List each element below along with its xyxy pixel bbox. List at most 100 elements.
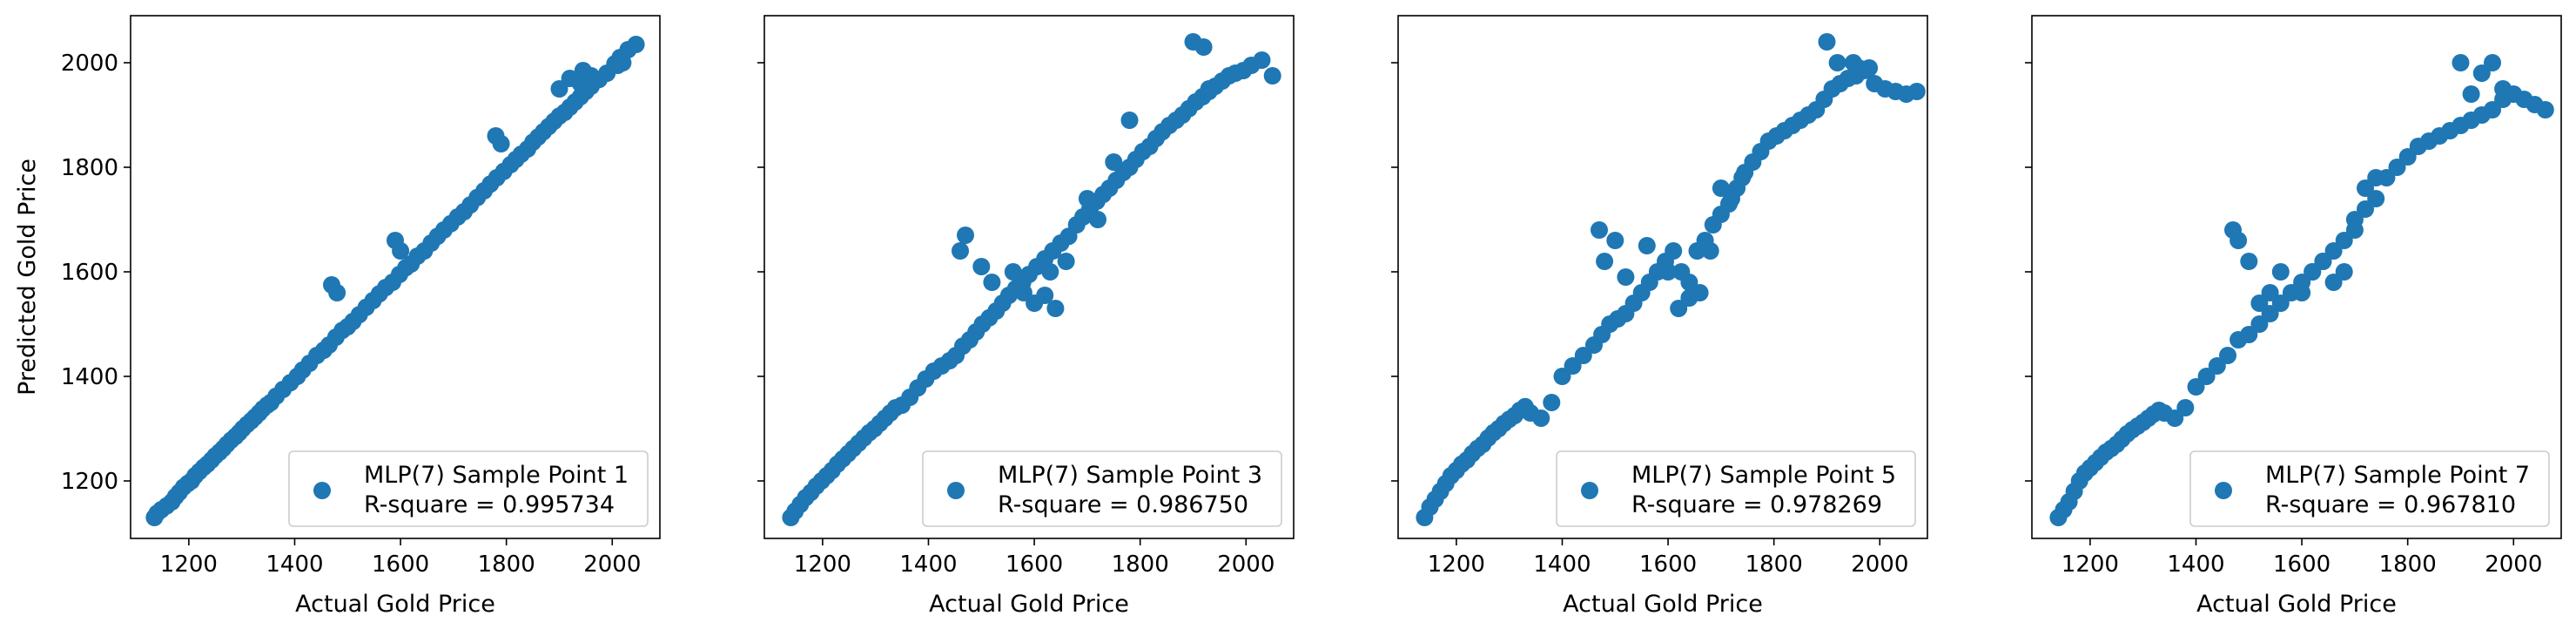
- data-point: [2271, 263, 2290, 281]
- axes-frame: [2031, 15, 2562, 539]
- legend-box: [288, 450, 649, 527]
- x-tick-label: 1800: [2379, 551, 2437, 578]
- legend: MLP(7) Sample Point 7R-square = 0.967810: [2189, 450, 2550, 527]
- data-point: [1907, 83, 1926, 100]
- y-tick-label: 1800: [61, 155, 118, 181]
- x-tick-label: 1400: [2167, 551, 2224, 578]
- data-point: [561, 70, 579, 87]
- x-tick-label: 1600: [2273, 551, 2331, 578]
- data-point: [2472, 64, 2491, 82]
- data-point: [1046, 300, 1065, 317]
- x-tick-label: 2000: [1217, 551, 1275, 578]
- data-point: [1591, 221, 1608, 239]
- points-series-3: [1416, 33, 1926, 526]
- axes-frame: [1397, 15, 1928, 539]
- data-point: [1723, 190, 1740, 207]
- data-point: [1004, 263, 1022, 281]
- data-point: [2219, 347, 2236, 364]
- data-point: [1564, 357, 1582, 375]
- data-point: [1194, 38, 1213, 56]
- data-point: [957, 227, 974, 244]
- scatter-panel-3: 1200 1400 1600 1800 2000 Actual Gold Price MLP…: [1391, 15, 1928, 618]
- data-point: [1665, 242, 1683, 260]
- legend-box: [1556, 450, 1916, 527]
- scatter-panel-2: 1200 1400 1600 1800 2000 Actual Gold Price MLP…: [757, 15, 1295, 618]
- data-point: [2197, 368, 2216, 385]
- data-point: [1078, 190, 1096, 207]
- data-point: [1606, 232, 1624, 249]
- x-tick-label: 1800: [1745, 551, 1803, 578]
- data-point: [614, 54, 632, 71]
- data-point: [1860, 59, 1879, 77]
- x-tick-label: 1800: [478, 551, 535, 578]
- data-point: [1701, 242, 1719, 260]
- data-point: [2250, 294, 2269, 312]
- axes-frame: [763, 15, 1295, 539]
- data-point: [2367, 169, 2385, 186]
- data-point: [2208, 357, 2226, 375]
- data-point: [1596, 253, 1614, 270]
- data-point: [1014, 284, 1032, 301]
- data-point: [2357, 179, 2374, 197]
- data-point: [1818, 33, 1836, 51]
- legend: MLP(7) Sample Point 1R-square = 0.995734: [288, 450, 649, 527]
- x-tick-label: 1400: [1533, 551, 1591, 578]
- data-point: [2452, 54, 2470, 71]
- data-point: [582, 67, 600, 85]
- x-tick-label: 1200: [2061, 551, 2119, 578]
- data-point: [1543, 394, 1561, 411]
- x-tick-label: 2000: [1851, 551, 1908, 578]
- legend-box: [922, 450, 1282, 527]
- x-tick-label: 1200: [794, 551, 851, 578]
- legend: MLP(7) Sample Point 5R-square = 0.978269: [1556, 450, 1916, 527]
- y-tick-label: 1600: [61, 260, 118, 286]
- data-point: [328, 284, 346, 301]
- data-point: [2304, 263, 2322, 281]
- x-tick-label: 1400: [266, 551, 323, 578]
- legend-series-name: MLP(7) Sample Point 3: [998, 462, 1262, 489]
- data-point: [2176, 399, 2195, 416]
- x-tick-label: 1600: [372, 551, 429, 578]
- legend-series-name: MLP(7) Sample Point 5: [1631, 462, 1896, 489]
- data-point: [1200, 80, 1218, 98]
- x-tick-label: 1600: [1006, 551, 1063, 578]
- legend-series-name: MLP(7) Sample Point 7: [2265, 462, 2530, 489]
- data-point: [1828, 54, 1846, 71]
- x-tick-label: 2000: [2485, 551, 2542, 578]
- data-point: [1638, 237, 1656, 254]
- scatter-panel-1: 1200 1400 1600 1800 2000 1200 1400 1600 1800 2000…: [14, 15, 661, 618]
- axes-frame: [130, 15, 661, 539]
- legend-marker: [2215, 482, 2232, 499]
- x-tick-label: 1200: [1428, 551, 1485, 578]
- legend-marker: [313, 482, 331, 499]
- data-point: [2357, 200, 2374, 218]
- data-point: [1532, 409, 1550, 427]
- x-tick-label: 1600: [1639, 551, 1697, 578]
- points-series-4: [2049, 54, 2554, 526]
- data-point: [1691, 284, 1709, 301]
- scatter-panel-4: 1200 1400 1600 1800 2000 Actual Gold Price MLP…: [2025, 15, 2562, 618]
- legend: MLP(7) Sample Point 3R-square = 0.986750: [922, 450, 1282, 527]
- data-point: [2345, 221, 2364, 239]
- data-point: [627, 36, 645, 53]
- points-series-1: [145, 36, 645, 526]
- data-point: [2462, 85, 2480, 103]
- y-tick-label: 2000: [61, 51, 118, 77]
- y-axis-label: Predicted Gold Price: [14, 159, 41, 396]
- data-point: [1670, 300, 1688, 317]
- data-point: [1036, 287, 1054, 304]
- x-tick-label: 2000: [583, 551, 641, 578]
- data-point: [1659, 263, 1678, 281]
- data-point: [2261, 284, 2279, 301]
- x-tick-label: 1200: [160, 551, 218, 578]
- data-point: [2314, 253, 2332, 270]
- data-point: [1105, 153, 1123, 171]
- data-point: [1089, 211, 1106, 228]
- data-point: [1733, 169, 1752, 186]
- x-tick-label: 1800: [1112, 551, 1169, 578]
- data-point: [1263, 67, 1281, 85]
- legend-box: [2189, 450, 2550, 527]
- data-point: [983, 274, 1001, 291]
- data-point: [2230, 232, 2248, 249]
